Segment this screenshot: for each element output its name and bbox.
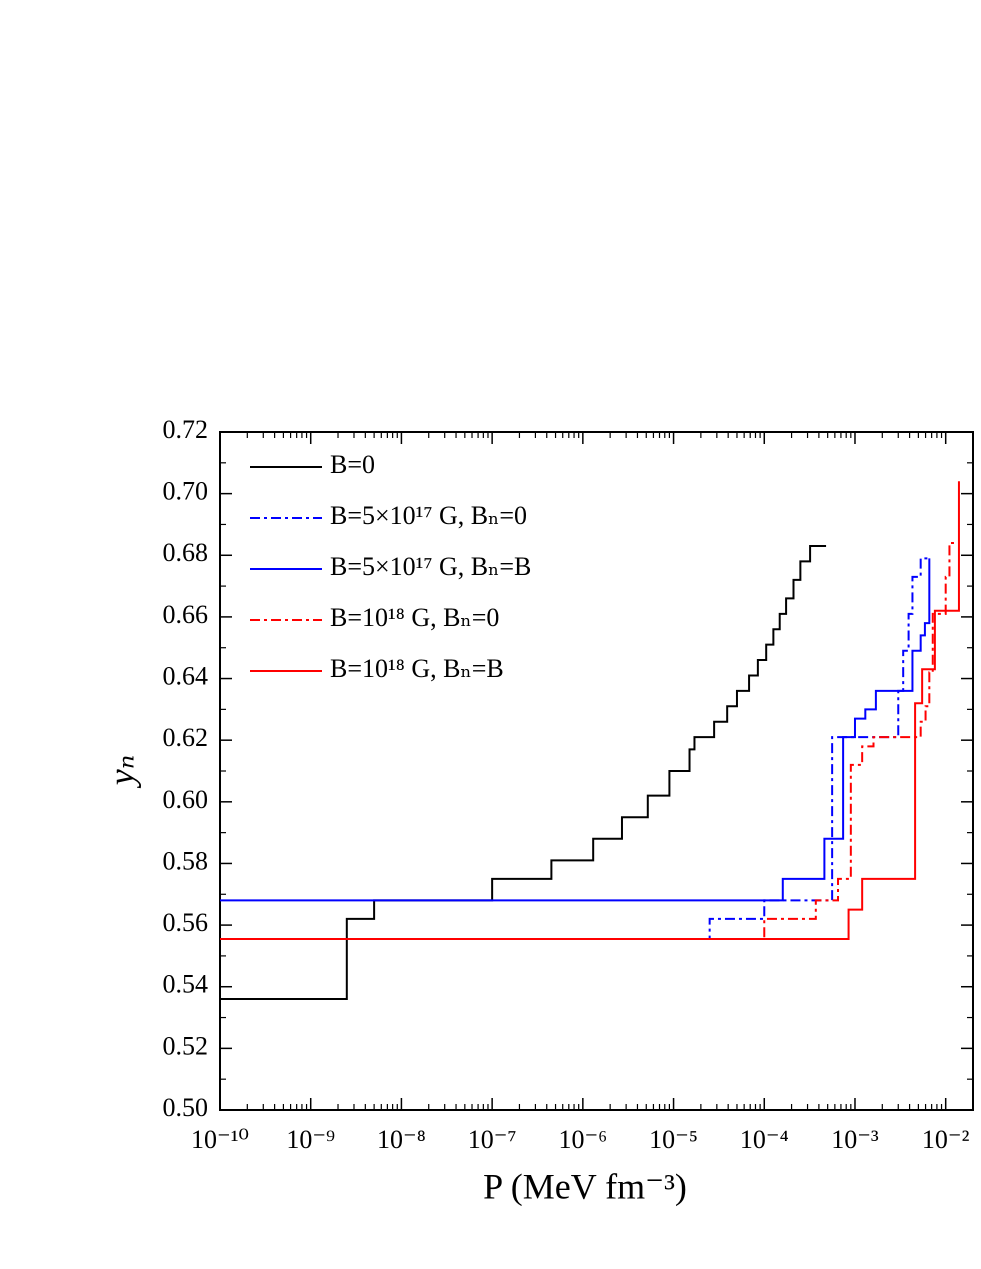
y-tick-label: 0.56 <box>163 908 209 937</box>
y-tick-label: 0.70 <box>163 477 209 506</box>
legend-label: B=5×10¹⁷ G, Bₙ=B <box>330 552 531 581</box>
x-tick-label: 10⁻¹⁰ <box>191 1125 249 1154</box>
series-line <box>220 557 929 940</box>
series-line <box>220 558 931 902</box>
y-tick-label: 0.68 <box>163 538 209 567</box>
x-tick-label: 10⁻⁸ <box>377 1125 426 1154</box>
x-axis-label: P (MeV fm⁻³) <box>483 1166 687 1206</box>
x-tick-label: 10⁻⁵ <box>649 1125 698 1154</box>
plot-frame <box>219 431 974 1111</box>
y-tick-label: 0.60 <box>163 785 209 814</box>
x-tick-label: 10⁻⁴ <box>740 1125 789 1154</box>
y-tick-label: 0.58 <box>163 846 209 875</box>
legend-label: B=10¹⁸ G, Bₙ=B <box>330 654 504 683</box>
y-tick-label: 0.66 <box>163 600 209 629</box>
y-tick-label: 0.72 <box>163 415 209 444</box>
legend-label: B=0 <box>330 450 375 479</box>
y-tick-label: 0.52 <box>163 1031 209 1060</box>
x-tick-label: 10⁻⁹ <box>286 1125 335 1154</box>
y-tick-label: 0.50 <box>163 1093 209 1122</box>
series-line <box>220 545 827 1001</box>
x-tick-label: 10⁻³ <box>831 1125 879 1154</box>
x-tick-label: 10⁻⁷ <box>468 1125 517 1154</box>
series-line <box>220 481 960 940</box>
x-tick-label: 10⁻⁶ <box>558 1125 607 1154</box>
legend-label: B=10¹⁸ G, Bₙ=0 <box>330 603 499 632</box>
y-axis-label: yₙ <box>101 755 141 789</box>
legend-label: B=5×10¹⁷ G, Bₙ=0 <box>330 501 527 530</box>
y-tick-label: 0.64 <box>163 662 209 691</box>
x-tick-label: 10⁻² <box>922 1125 970 1154</box>
series-line <box>220 541 955 940</box>
y-tick-label: 0.54 <box>163 970 209 999</box>
y-tick-label: 0.62 <box>163 723 209 752</box>
